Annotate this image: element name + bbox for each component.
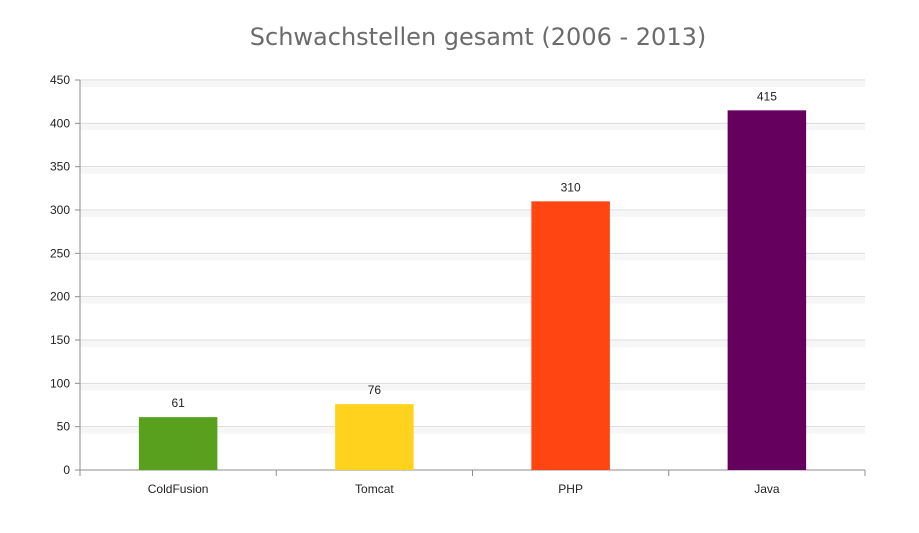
grid-band xyxy=(80,254,865,261)
y-tick-label: 400 xyxy=(50,116,70,130)
grid-band xyxy=(80,341,865,347)
bar-tomcat xyxy=(335,404,414,470)
x-tick-label: Tomcat xyxy=(355,482,394,496)
bar-php xyxy=(531,201,610,471)
data-label: 310 xyxy=(561,180,581,194)
y-tick-label: 300 xyxy=(50,203,70,217)
y-tick-label: 200 xyxy=(50,290,70,304)
grid-band xyxy=(80,167,865,174)
grid-band xyxy=(80,427,865,434)
y-tick-label: 100 xyxy=(50,376,70,390)
y-tick-label: 350 xyxy=(50,160,70,174)
bar-java xyxy=(727,110,807,470)
data-label: 76 xyxy=(368,383,382,397)
data-label: 415 xyxy=(757,89,777,103)
y-tick-label: 150 xyxy=(50,333,70,347)
grid-band xyxy=(80,297,865,304)
labels: 61 ColdFusion 76 Tomcat 310 PHP 415 Java xyxy=(148,89,780,496)
x-tick-label: PHP xyxy=(558,482,583,496)
y-tick-label: 450 xyxy=(50,73,70,87)
x-tick-label: ColdFusion xyxy=(148,482,209,496)
bars xyxy=(138,110,807,471)
grid-band xyxy=(80,124,865,131)
x-tick-label: Java xyxy=(754,482,780,496)
grid-band xyxy=(80,211,865,217)
y-tick-label: 0 xyxy=(63,463,70,477)
bar-coldfusion xyxy=(138,417,218,470)
chart-title: Schwachstellen gesamt (2006 - 2013) xyxy=(250,23,706,51)
grid-lines xyxy=(80,79,865,434)
y-tick-label: 250 xyxy=(50,246,70,260)
data-label: 61 xyxy=(171,396,185,410)
grid-band xyxy=(80,81,865,87)
y-tick-label: 50 xyxy=(57,420,71,434)
grid-band xyxy=(80,384,865,391)
